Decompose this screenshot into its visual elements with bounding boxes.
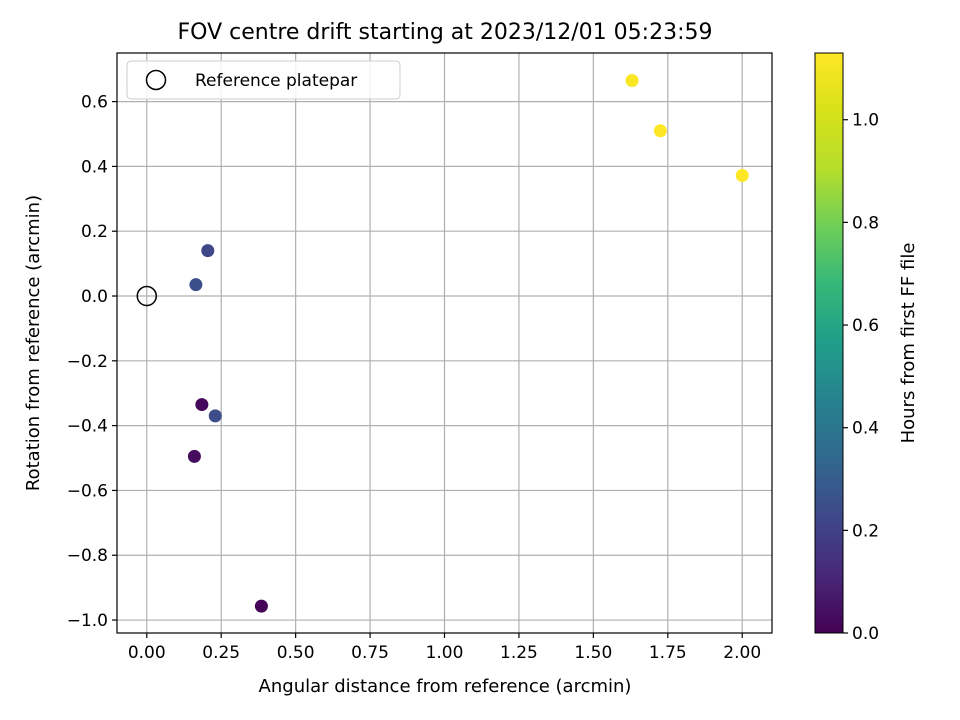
legend: Reference platepar (126, 60, 401, 100)
colorbar-tick-label: 0.2 (852, 521, 879, 541)
colorbar-ticks: 0.0 0.2 0.4 0.6 0.8 1.0 (843, 111, 879, 644)
colorbar-tick-label: 0.4 (852, 419, 879, 439)
data-point (735, 168, 749, 182)
y-axis-label: Rotation from reference (arcmin) (23, 195, 44, 491)
x-tick-label: 1.25 (500, 643, 538, 663)
data-point (625, 74, 639, 88)
data-point (254, 599, 268, 613)
legend-box (126, 60, 401, 100)
y-tick-label: 0.2 (81, 222, 108, 242)
data-point (208, 409, 222, 423)
data-point (653, 124, 667, 138)
legend-label: Reference platepar (195, 71, 357, 91)
colorbar: 0.0 0.2 0.4 0.6 0.8 1.0 Hours from first FF f… (814, 52, 919, 644)
x-tick-label: 1.00 (426, 643, 464, 663)
data-point (201, 244, 215, 258)
y-tick-label: −1.0 (67, 611, 108, 631)
reference-platepar-marker (136, 285, 158, 307)
y-tick-label: 0.0 (81, 287, 108, 307)
data-points (136, 74, 749, 613)
grid (117, 53, 772, 633)
y-tick-label: 0.4 (81, 157, 108, 177)
y-tick-label: −0.8 (67, 546, 108, 566)
colorbar-label: Hours from first FF file (898, 243, 919, 444)
y-tick-label: −0.4 (67, 417, 108, 437)
colorbar-tick-label: 0.0 (852, 624, 879, 644)
legend-reference-marker (145, 69, 167, 91)
y-tick-label: 0.6 (81, 93, 108, 113)
x-tick-label: 0.75 (351, 643, 389, 663)
x-axis-label: Angular distance from reference (arcmin) (259, 676, 632, 697)
x-tick-label: 0.00 (128, 643, 166, 663)
x-tick-label: 2.00 (723, 643, 761, 663)
colorbar-gradient (814, 52, 844, 634)
y-axis-ticks: −1.0 −0.8 −0.6 −0.4 −0.2 0.0 0.2 0.4 0.6 (67, 93, 117, 631)
colorbar-tick-label: 1.0 (852, 111, 879, 131)
y-tick-label: −0.6 (67, 481, 108, 501)
data-point (189, 278, 203, 292)
colorbar-tick-label: 0.8 (852, 213, 879, 233)
x-tick-label: 0.25 (202, 643, 240, 663)
data-point (195, 398, 209, 412)
x-tick-label: 1.75 (649, 643, 687, 663)
x-tick-label: 0.50 (277, 643, 315, 663)
colorbar-tick-label: 0.6 (852, 316, 879, 336)
x-axis-ticks: 0.00 0.25 0.50 0.75 1.00 1.25 1.50 1.75 2.00 (128, 633, 761, 663)
y-tick-label: −0.2 (67, 352, 108, 372)
chart-title: FOV centre drift starting at 2023/12/01 … (178, 20, 713, 45)
x-tick-label: 1.50 (574, 643, 612, 663)
data-point (187, 449, 201, 463)
